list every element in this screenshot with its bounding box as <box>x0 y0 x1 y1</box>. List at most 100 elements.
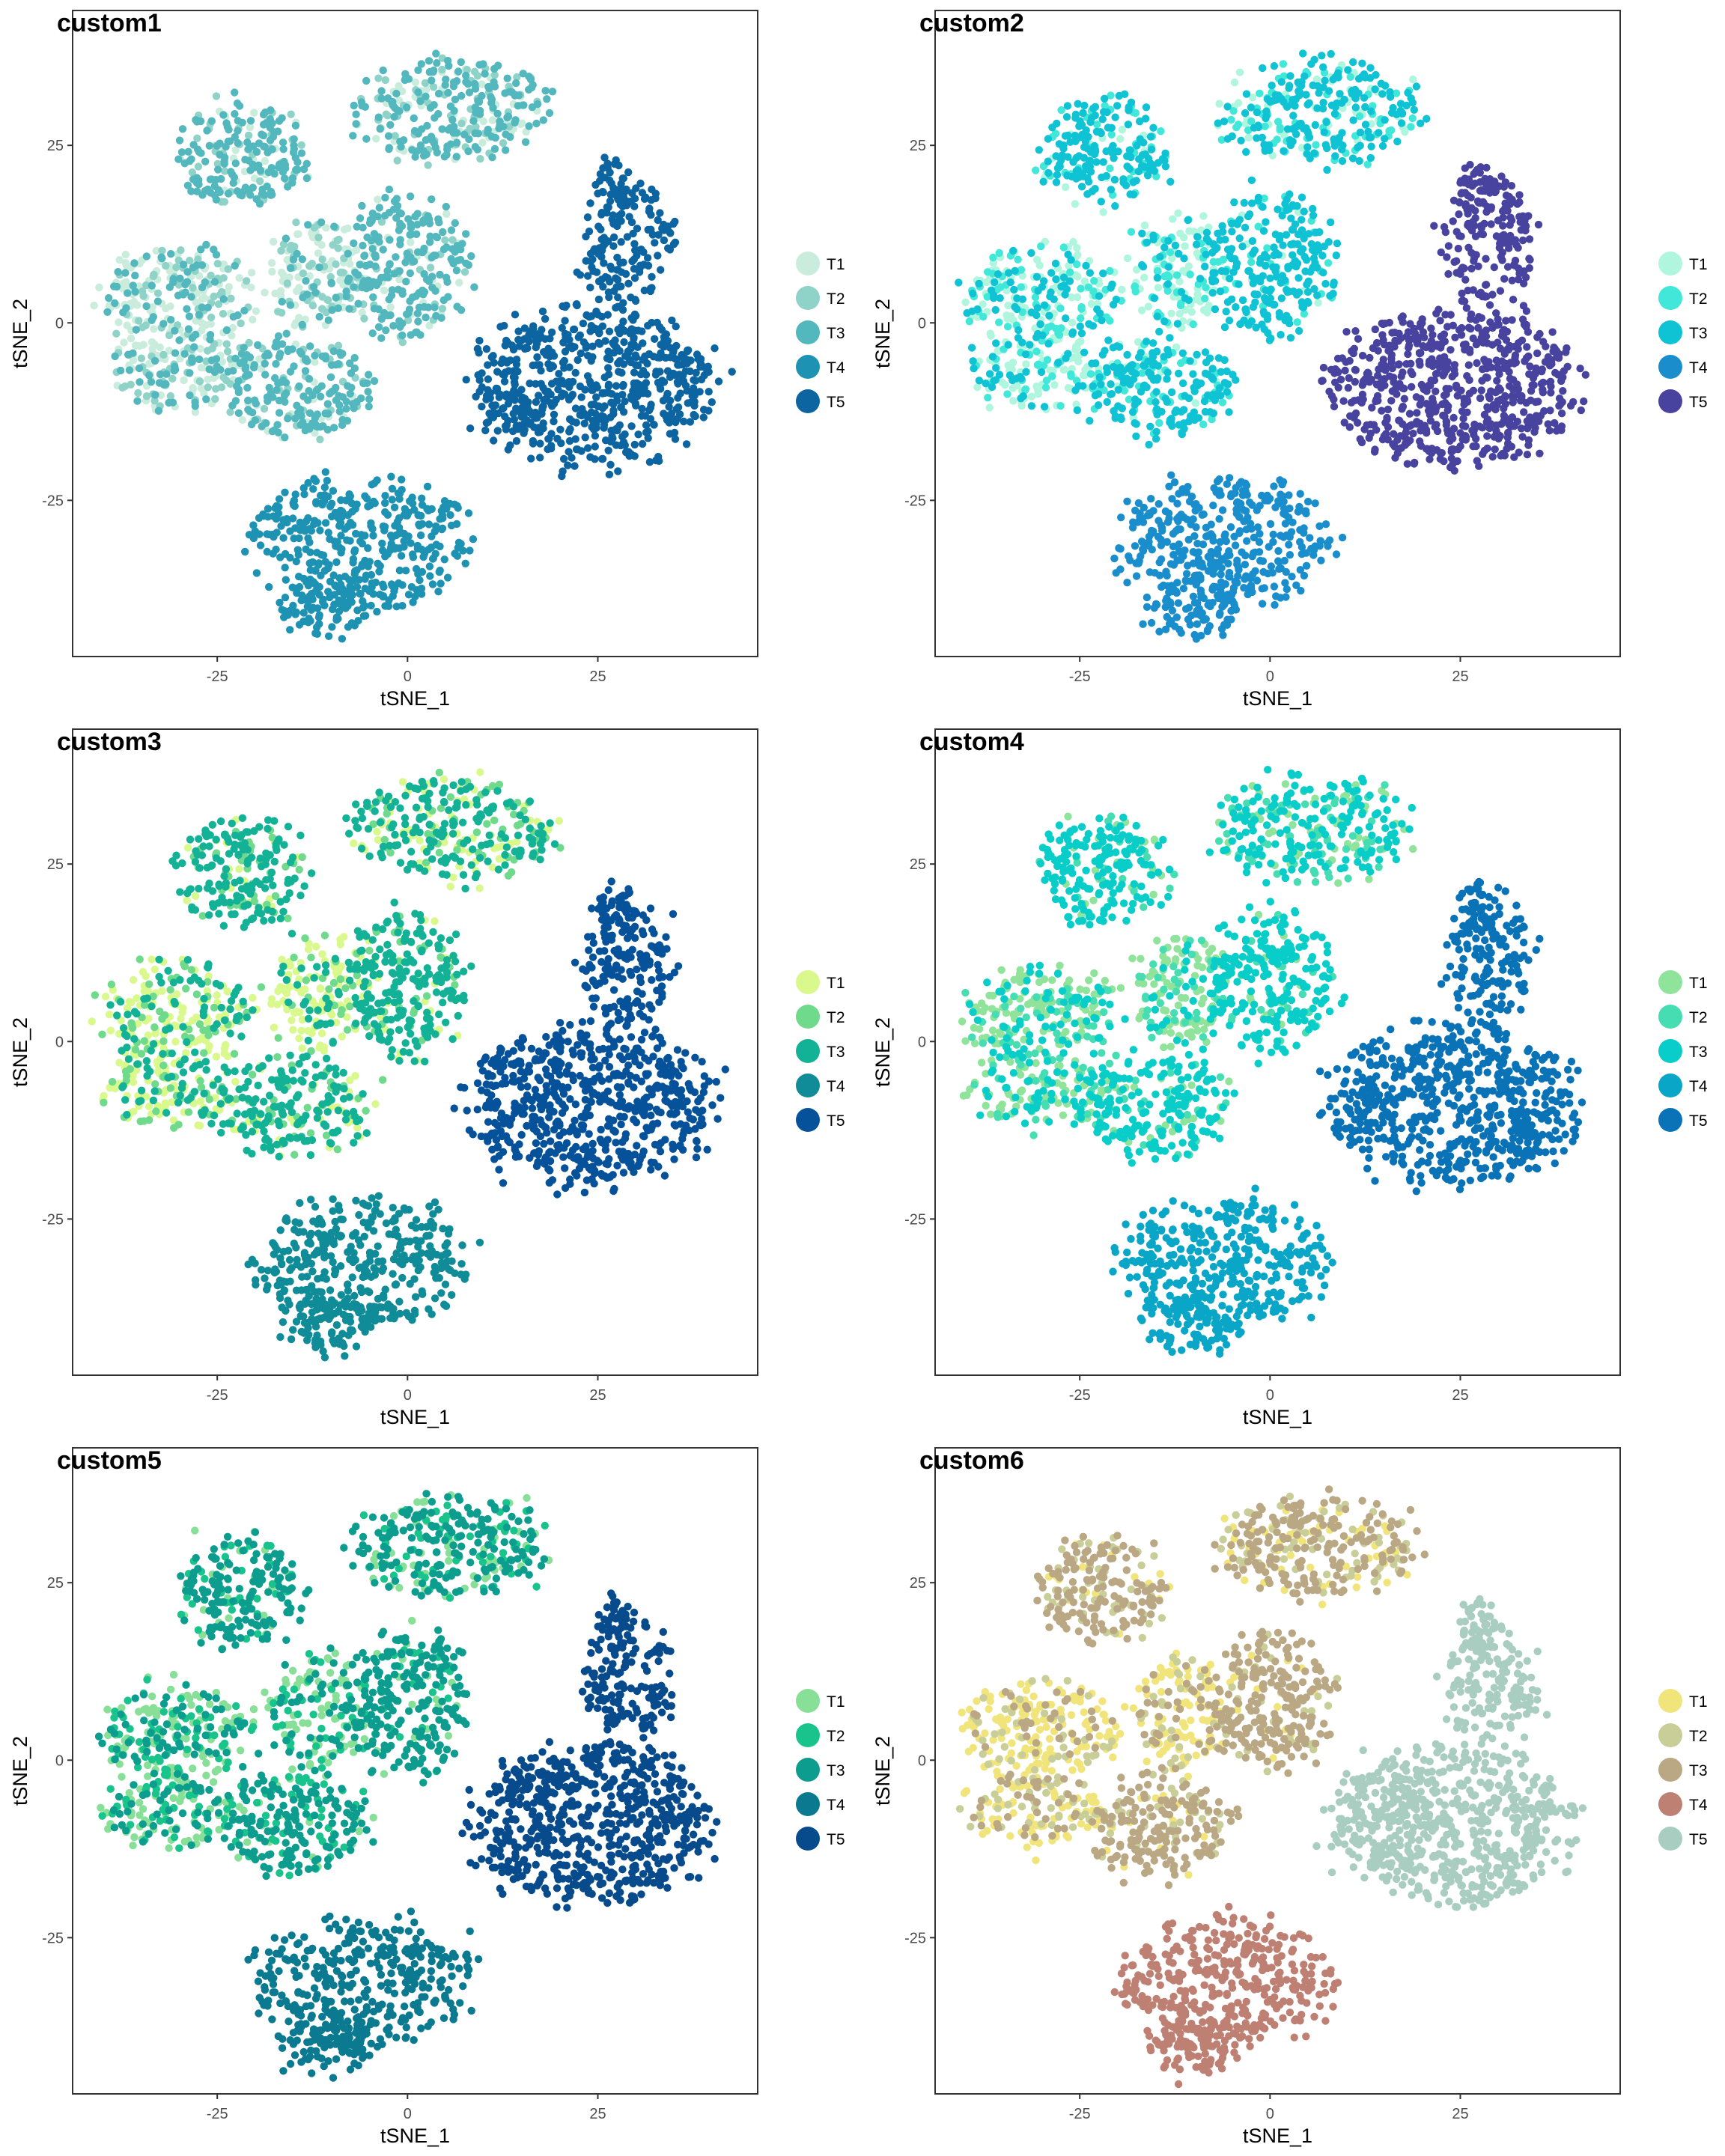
data-point <box>1244 320 1253 329</box>
data-point <box>1102 171 1110 180</box>
data-point <box>305 592 314 600</box>
data-point <box>198 303 206 311</box>
data-point <box>255 355 264 363</box>
data-point <box>1289 518 1297 526</box>
data-point <box>379 66 387 75</box>
data-point <box>617 323 625 332</box>
data-point <box>376 125 384 133</box>
data-point <box>1123 579 1131 587</box>
data-point <box>441 236 449 244</box>
data-point <box>374 305 383 314</box>
data-point <box>1173 320 1182 328</box>
data-point <box>1302 561 1311 570</box>
data-point <box>358 102 366 110</box>
data-point <box>1551 368 1560 377</box>
data-point <box>1265 543 1273 551</box>
data-point <box>582 257 590 265</box>
data-point <box>489 103 497 112</box>
data-point <box>1201 369 1210 377</box>
data-point <box>1069 237 1077 246</box>
data-point <box>317 571 325 579</box>
data-point <box>451 549 459 558</box>
x-tick-label: 0 <box>404 669 412 685</box>
data-point <box>609 400 618 408</box>
data-point <box>1217 570 1225 579</box>
data-point <box>1180 255 1188 263</box>
data-point <box>304 478 312 487</box>
data-point <box>1278 211 1286 220</box>
data-point <box>222 119 231 127</box>
data-point <box>1051 259 1060 268</box>
data-point <box>1244 133 1253 141</box>
data-point <box>225 137 234 145</box>
data-point <box>1168 606 1177 615</box>
data-point <box>336 276 344 284</box>
data-point <box>1131 283 1139 291</box>
data-point <box>561 329 570 338</box>
data-point <box>1360 94 1369 102</box>
data-point <box>627 392 636 401</box>
data-point <box>1147 495 1155 503</box>
data-point <box>1145 440 1153 449</box>
data-point <box>180 350 189 358</box>
data-point <box>1144 302 1153 311</box>
data-point <box>1326 218 1335 227</box>
data-point <box>1363 160 1372 168</box>
data-point <box>428 532 436 540</box>
data-point <box>1463 372 1471 380</box>
data-point <box>326 535 334 543</box>
data-point <box>1065 268 1074 276</box>
data-point <box>1233 556 1241 564</box>
data-point <box>301 356 310 364</box>
data-point <box>308 391 317 400</box>
y-tick-label: -25 <box>42 493 64 509</box>
data-point <box>1089 382 1097 390</box>
data-point <box>354 617 362 625</box>
data-point <box>672 341 681 350</box>
data-point <box>1128 523 1137 532</box>
data-point <box>1235 280 1243 288</box>
data-point <box>408 550 417 558</box>
data-point <box>1313 291 1321 299</box>
data-point <box>293 287 301 296</box>
data-point <box>212 251 221 259</box>
data-point <box>503 113 511 122</box>
data-point <box>431 303 439 311</box>
data-point <box>1243 537 1251 545</box>
data-point <box>604 382 612 391</box>
data-point <box>1017 395 1025 403</box>
data-point <box>1426 455 1434 463</box>
data-point <box>1004 301 1012 310</box>
data-point <box>1153 312 1161 320</box>
data-point <box>165 331 174 340</box>
data-point <box>1126 380 1134 388</box>
data-point <box>270 170 279 178</box>
data-point <box>638 439 647 448</box>
data-point <box>1052 275 1060 284</box>
data-point <box>444 88 452 97</box>
data-point <box>671 238 680 246</box>
data-point <box>1496 344 1505 353</box>
data-point <box>368 481 376 489</box>
data-point <box>1035 146 1043 154</box>
data-point <box>171 365 180 374</box>
data-point <box>142 252 150 261</box>
data-point <box>328 306 336 314</box>
data-point <box>246 117 255 125</box>
data-point <box>1310 284 1318 293</box>
data-point <box>1140 221 1149 230</box>
data-point <box>231 133 239 141</box>
data-point <box>565 335 574 344</box>
data-point <box>420 270 428 278</box>
data-point <box>1155 418 1163 427</box>
data-point <box>336 269 344 277</box>
data-point <box>350 364 359 373</box>
data-point <box>511 116 520 124</box>
data-point <box>520 426 529 434</box>
data-point <box>1162 567 1170 576</box>
data-point <box>353 500 361 508</box>
data-point <box>1253 134 1261 142</box>
data-point <box>247 283 255 292</box>
data-point <box>377 94 386 103</box>
data-point <box>210 278 219 286</box>
